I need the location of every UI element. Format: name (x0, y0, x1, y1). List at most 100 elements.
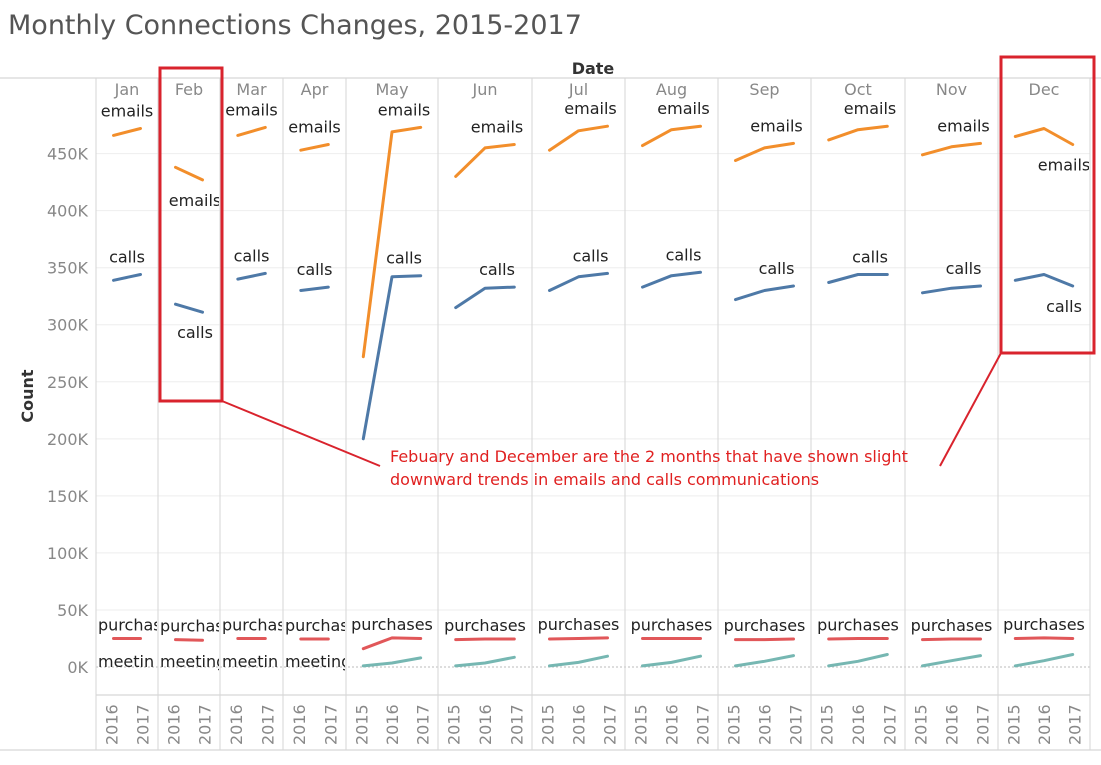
year-label: 2015 (352, 704, 371, 745)
series-label-meetings: meetin (98, 652, 154, 671)
year-label: 2016 (570, 704, 589, 745)
series-label-purchases: purchases (817, 615, 899, 634)
series-label-emails: emails (471, 117, 523, 136)
series-line-purchases (454, 637, 516, 642)
year-label: 2017 (507, 704, 526, 745)
y-tick-label: 0K (67, 658, 88, 677)
annotation-text-line2: downward trends in emails and calls comm… (390, 470, 819, 489)
series-line-emails (1013, 127, 1075, 146)
series-line-calls (174, 302, 204, 314)
series-label-meetings: meetin (222, 652, 278, 671)
series-line-meetings (641, 654, 702, 668)
series-label-emails: emails (169, 191, 221, 210)
year-label: 2016 (1035, 704, 1054, 745)
year-label: 2015 (912, 704, 931, 745)
series-label-calls: calls (759, 259, 795, 278)
series-label-purchases: purchases (351, 615, 433, 634)
series-line-purchases (827, 637, 889, 641)
series-line-calls (921, 284, 982, 295)
series-line-calls (1013, 273, 1075, 288)
series-label-purchases: purchas (222, 615, 286, 634)
series-line-meetings (361, 656, 423, 668)
month-label-jun: Jun (472, 80, 498, 99)
series-line-purchases (1013, 636, 1075, 640)
y-tick-label: 150K (47, 487, 89, 506)
series-line-emails (548, 124, 609, 152)
series-label-calls: calls (386, 249, 422, 268)
series-label-calls: calls (109, 248, 145, 267)
y-tick-label: 450K (47, 145, 89, 164)
series-line-meetings (548, 654, 609, 668)
series-line-emails (361, 125, 423, 359)
series-label-calls: calls (946, 259, 982, 278)
month-label-oct: Oct (844, 80, 872, 99)
year-label: 2016 (227, 704, 246, 745)
axes: 0K 50K 100K 150K 200K 250K 300K 350K 400K 450K Dat… (18, 59, 1085, 745)
year-label: 2017 (196, 704, 215, 745)
series-line-meetings (921, 654, 982, 668)
year-label: 2017 (694, 704, 713, 745)
series-line-purchases (174, 638, 204, 642)
month-label-mar: Mar (236, 80, 267, 99)
year-label: 2016 (165, 704, 184, 745)
month-label-sep: Sep (749, 80, 779, 99)
year-label: 2017 (134, 704, 153, 745)
series-label-calls: calls (573, 246, 609, 265)
year-label: 2017 (787, 704, 806, 745)
series-label-calls: calls (177, 323, 213, 342)
year-label: 2015 (818, 704, 837, 745)
series-lines (112, 124, 1075, 668)
series-line-calls (827, 273, 889, 284)
series-label-emails: emails (101, 102, 153, 121)
series-line-meetings (454, 655, 516, 668)
year-label: 2016 (290, 704, 309, 745)
month-label-apr: Apr (301, 80, 329, 99)
chart-title: Monthly Connections Changes, 2015-2017 (8, 10, 582, 41)
y-tick-label: 400K (47, 202, 89, 221)
series-label-emails: emails (225, 100, 277, 119)
y-tick-label: 100K (47, 544, 89, 563)
series-line-meetings (827, 653, 889, 668)
series-label-calls: calls (666, 245, 702, 264)
series-label-purchases: purchases (444, 616, 526, 635)
series-line-emails (174, 165, 204, 182)
series-label-emails: emails (288, 117, 340, 136)
series-line-purchases (361, 636, 423, 651)
series-label-emails: emails (844, 99, 896, 118)
series-label-emails: emails (750, 116, 802, 135)
series-label-meetings: meeting (160, 652, 226, 671)
series-label-purchases: purchases (631, 615, 713, 634)
annotation: Febuary and December are the 2 months th… (158, 55, 1096, 489)
series-line-calls (454, 285, 516, 310)
series-line-calls (236, 271, 267, 281)
series-line-calls (112, 273, 142, 282)
year-label: 2016 (756, 704, 775, 745)
series-label-purchases: purchases (911, 616, 993, 635)
series-line-calls (641, 270, 702, 289)
year-label: 2016 (476, 704, 495, 745)
series-label-calls: calls (1046, 297, 1082, 316)
series-line-emails (921, 141, 982, 157)
y-tick-label: 350K (47, 259, 89, 278)
series-line-emails (299, 143, 330, 152)
y-tick-label: 300K (47, 316, 89, 335)
y-tick-label: 200K (47, 430, 89, 449)
year-label: 2016 (663, 704, 682, 745)
year-label: 2017 (321, 704, 340, 745)
series-label-meetings: meeting (285, 652, 351, 671)
year-label: 2017 (974, 704, 993, 745)
series-line-meetings (734, 654, 795, 668)
month-label-dec: Dec (1029, 80, 1060, 99)
highlight-box-feb (158, 66, 224, 403)
series-line-emails (827, 124, 889, 142)
year-label: 2017 (880, 704, 899, 745)
year-label: 2017 (1066, 704, 1085, 745)
year-label: 2017 (601, 704, 620, 745)
series-label-purchases: purchas (285, 616, 349, 635)
series-line-purchases (734, 637, 795, 642)
series-line-purchases (548, 636, 609, 641)
series-label-emails: emails (937, 116, 989, 135)
series-labels: emails calls purchas meetin emails calls purch… (98, 99, 1089, 671)
series-line-emails (641, 124, 702, 148)
year-label: 2016 (383, 704, 402, 745)
